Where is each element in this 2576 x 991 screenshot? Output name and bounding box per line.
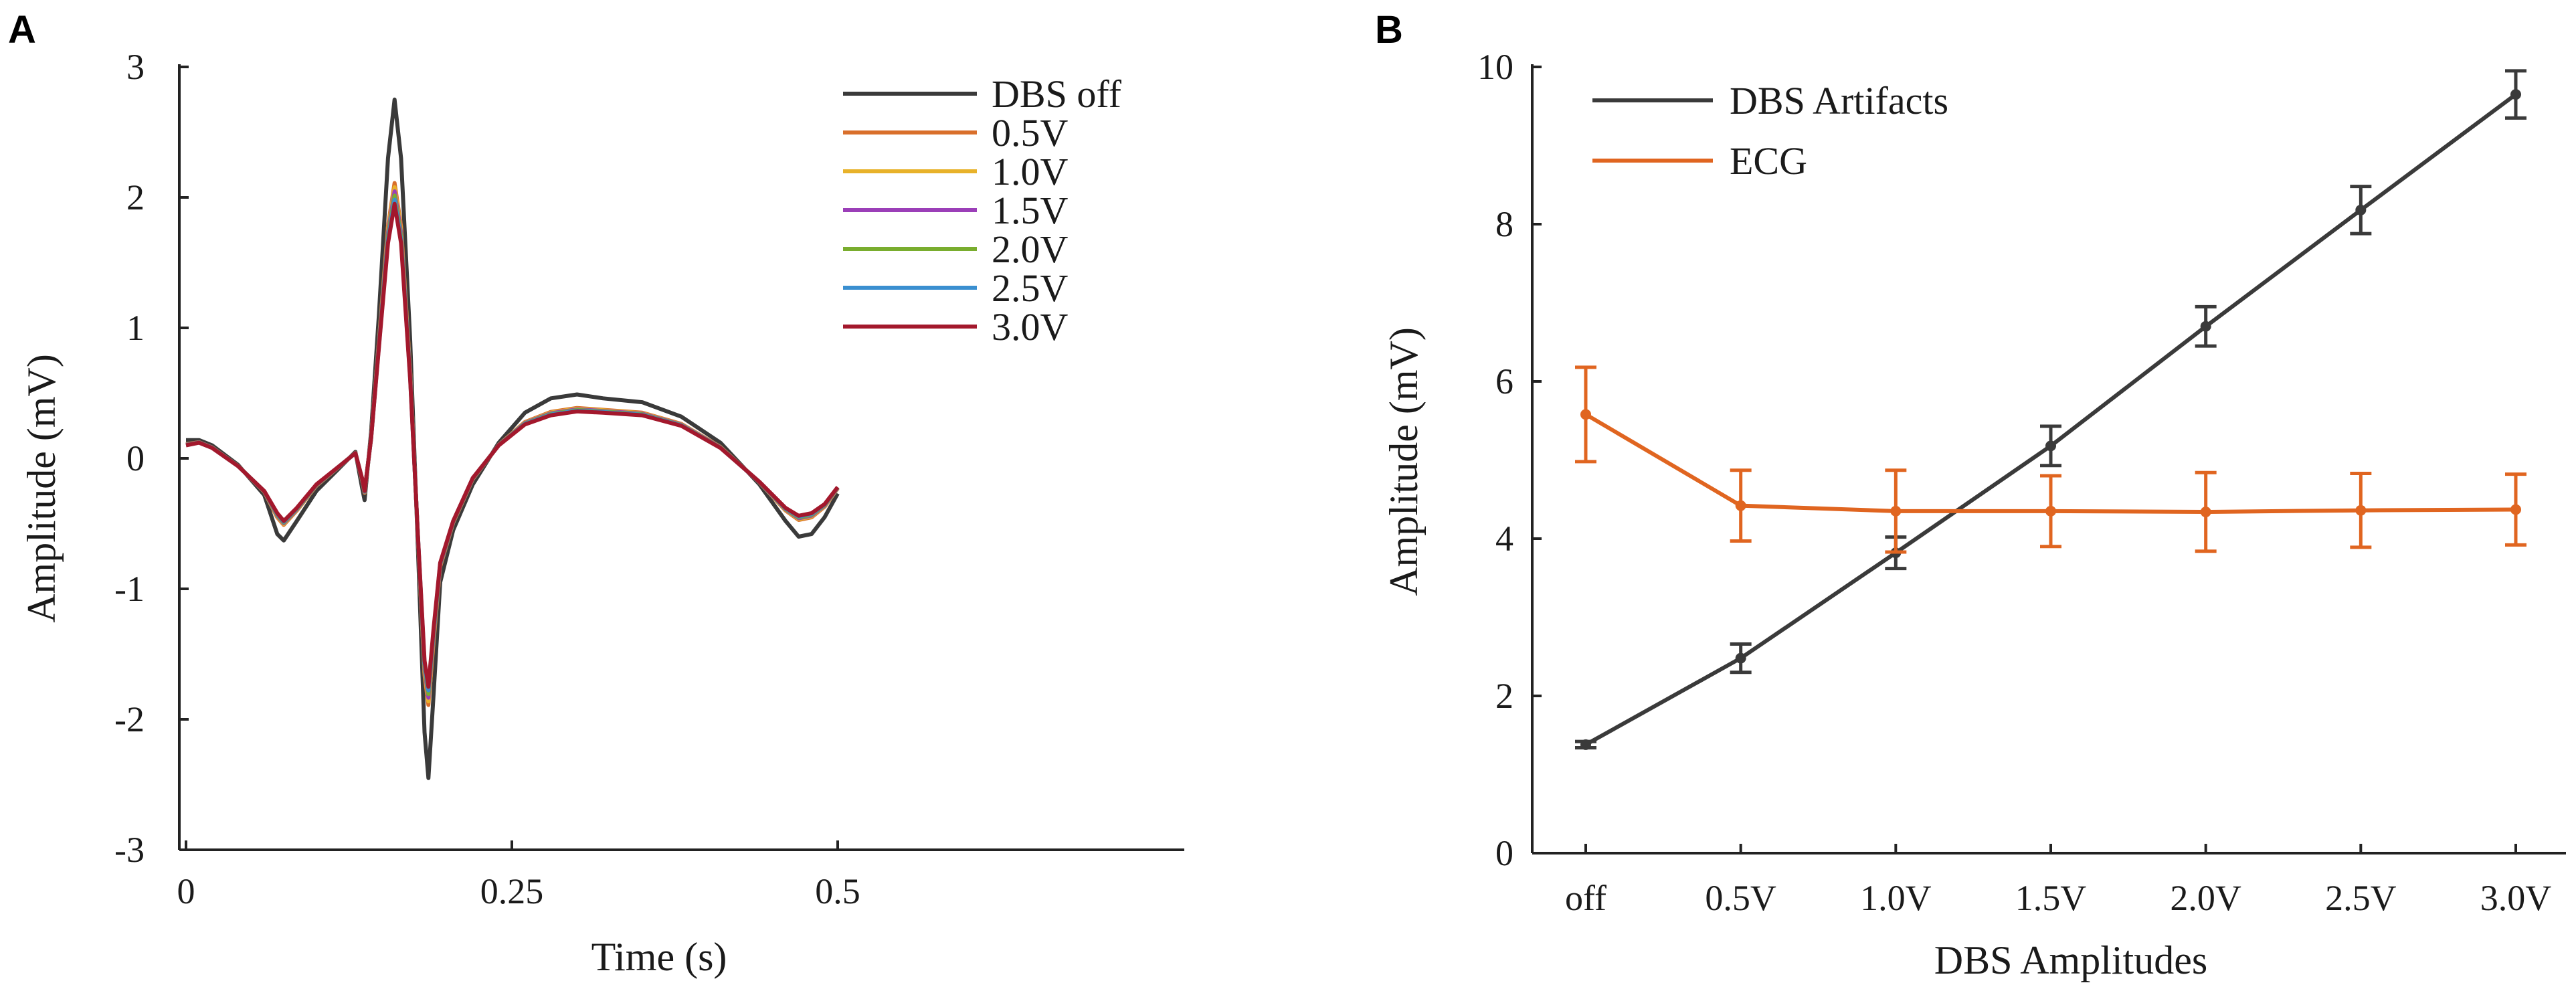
chart-b-x-tick-label: 3.0V — [2480, 878, 2552, 918]
chart-b-y-tick-label: 0 — [1495, 833, 1513, 873]
chart-b-x-tick-label: 2.0V — [2170, 878, 2241, 918]
chart-b-x-tick-label: off — [1565, 878, 1606, 918]
chart-b-point-dbs-artifacts — [2355, 204, 2367, 215]
chart-a-series-2-5v — [185, 197, 840, 693]
chart-b-legend-label: ECG — [1730, 139, 1807, 183]
chart-a-x-label: Time (s) — [591, 935, 727, 979]
chart-b-y-tick-label: 4 — [1495, 519, 1513, 559]
chart-a-y-tick-label: 3 — [126, 47, 145, 87]
chart-a-legend-label: 1.5V — [992, 189, 1069, 232]
chart-b-point-dbs-artifacts — [2510, 89, 2521, 100]
chart-a-legend-label: 2.0V — [992, 228, 1069, 271]
panel-label-b: B — [1375, 8, 1403, 52]
chart-a-legend-label: 1.0V — [992, 150, 1069, 193]
chart-a-series-3-0v — [185, 201, 840, 689]
chart-b-x-tick-label: 1.0V — [1860, 878, 1932, 918]
chart-a-y-tick-label: -3 — [114, 830, 145, 870]
chart-a-y-tick-label: 2 — [126, 177, 145, 217]
chart-a-y-tick-label: -1 — [114, 569, 145, 609]
chart-a-legend-label: 2.5V — [992, 266, 1069, 310]
chart-b-y-tick-label: 8 — [1495, 204, 1513, 244]
chart-b-x-tick-label: 0.5V — [1705, 878, 1776, 918]
chart-b-y-tick-label: 10 — [1477, 47, 1513, 87]
chart-b-point-dbs-artifacts — [2045, 440, 2056, 452]
chart-b-point-ecg — [1735, 500, 1746, 511]
chart-b-y-label: Amplitude (mV) — [1382, 327, 1426, 596]
chart-b-legend-label: DBS Artifacts — [1730, 79, 1948, 122]
chart-b-point-ecg — [2045, 505, 2056, 517]
chart-b-x-label: DBS Amplitudes — [1934, 938, 2207, 982]
chart-a-y-tick-label: 1 — [126, 308, 145, 348]
chart-b: 0 2 4 6 8 10 off 0.5V 1.0V 1.5V 2.0V 2.5V 3.0V DBS Ar… — [1477, 47, 2566, 918]
chart-a-series-2-0v — [185, 193, 840, 697]
chart-a-x-tick-label: 0.25 — [480, 871, 544, 911]
chart-a-series-0-5v — [185, 181, 840, 707]
chart-b-point-dbs-artifacts — [1580, 739, 1591, 750]
chart-a-legend-label: 0.5V — [992, 111, 1069, 155]
chart-a-y-tick-label: -2 — [114, 699, 145, 739]
chart-b-point-ecg — [1580, 409, 1591, 420]
chart-a-legend-label: DBS off — [992, 72, 1122, 116]
chart-b-point-ecg — [1890, 505, 1902, 517]
chart-b-series-dbs-artifacts — [1584, 92, 2517, 747]
chart-b-y-tick-label: 6 — [1495, 361, 1513, 401]
chart-a-x-tick-label: 0 — [177, 871, 195, 911]
chart-a-series-dbs-off — [186, 97, 840, 780]
chart-b-point-dbs-artifacts — [2200, 321, 2211, 332]
chart-a-series-1-5v — [185, 189, 840, 700]
chart-b-point-ecg — [2355, 505, 2367, 516]
chart-a-legend-label: 3.0V — [992, 305, 1069, 349]
chart-b-x-tick-label: 2.5V — [2325, 878, 2397, 918]
chart-b-point-ecg — [2510, 504, 2521, 515]
panel-label-a: A — [8, 8, 36, 52]
chart-a: -3 -2 -1 0 1 2 3 0 0.25 0.5 DBS off0.5V1.0V1.5V2.0… — [114, 47, 1184, 911]
chart-a-y-tick-label: 0 — [126, 438, 145, 478]
chart-a-x-tick-label: 0.5 — [815, 871, 860, 911]
chart-a-y-label: Amplitude (mV) — [19, 354, 64, 623]
chart-b-point-ecg — [2200, 507, 2211, 518]
chart-b-point-dbs-artifacts — [1735, 652, 1746, 664]
chart-b-x-tick-label: 1.5V — [2015, 878, 2087, 918]
chart-b-y-tick-label: 2 — [1495, 676, 1513, 716]
chart-a-series-1-0v — [185, 185, 840, 704]
